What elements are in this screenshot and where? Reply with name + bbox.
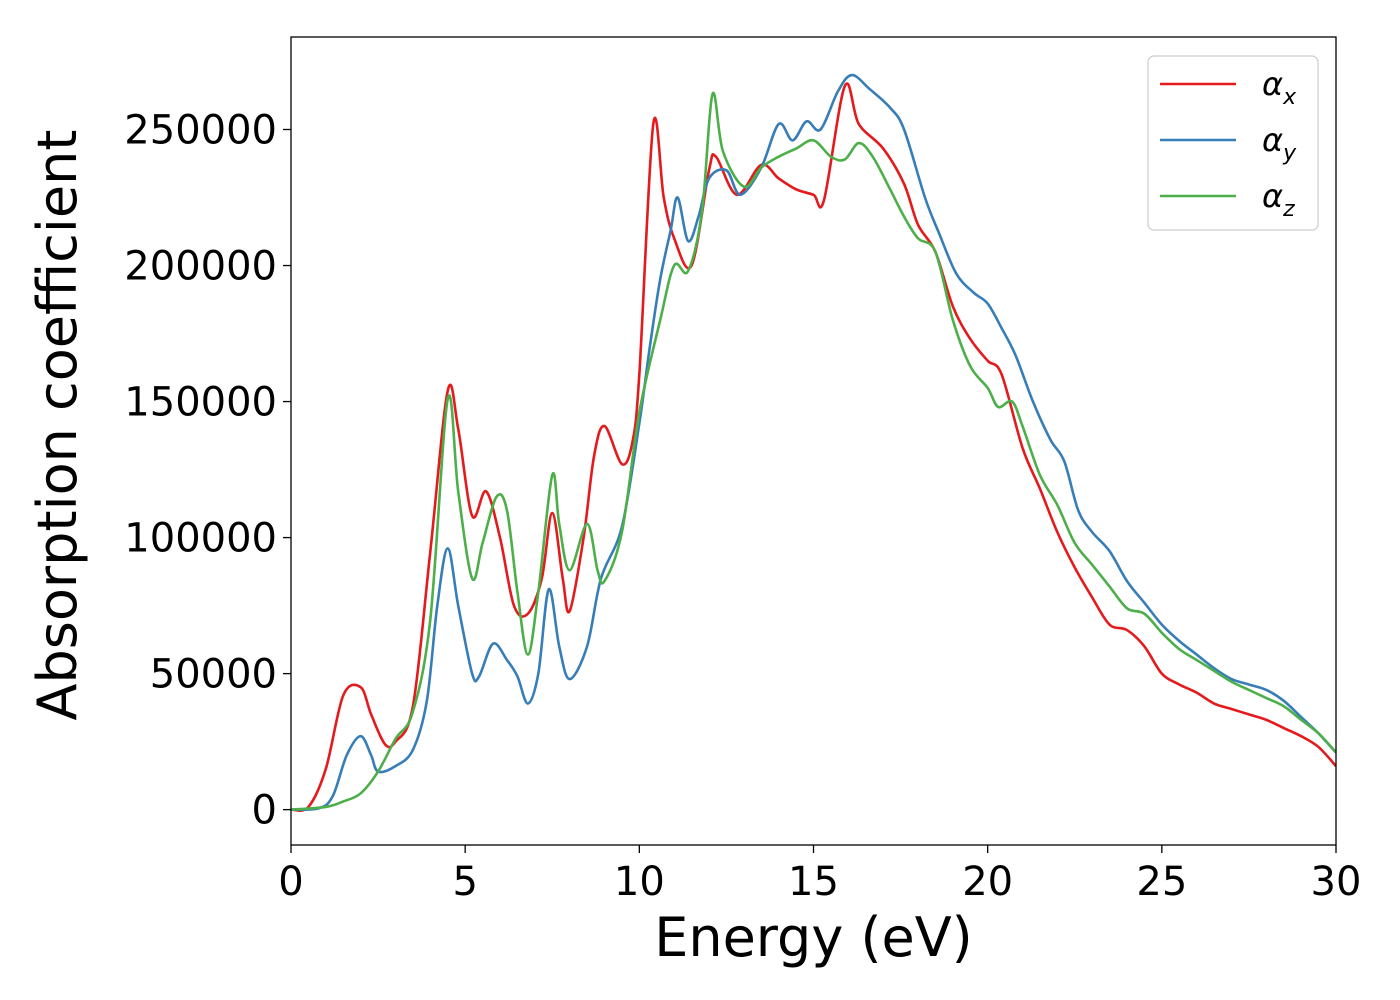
legend-subscript: z <box>1282 197 1295 222</box>
y-tick-label: 150000 <box>124 380 277 426</box>
legend-symbol: α <box>1262 65 1283 103</box>
y-tick-label: 250000 <box>124 107 277 153</box>
series-line-alpha-y <box>291 73 1336 812</box>
series-line-alpha-z <box>291 91 1336 811</box>
plot-area <box>291 73 1336 812</box>
y-tick-label: 200000 <box>124 244 277 290</box>
legend-label-alpha-y: αy <box>1262 121 1297 166</box>
x-tick-label: 20 <box>962 859 1013 905</box>
y-tick-label: 100000 <box>124 516 277 562</box>
legend-label-alpha-z: αz <box>1262 177 1295 222</box>
x-tick-label: 25 <box>1136 859 1187 905</box>
y-axis: 0 50000 100000 150000 200000 250000 <box>124 107 291 834</box>
series-line-alpha-x <box>291 82 1336 812</box>
x-axis: 0 5 10 15 20 25 30 <box>278 845 1361 905</box>
x-tick-label: 15 <box>788 859 839 905</box>
x-tick-label: 10 <box>614 859 665 905</box>
legend-label-alpha-x: αx <box>1262 65 1297 110</box>
legend-subscript: y <box>1282 141 1297 166</box>
y-axis-title: Absorption coefficient <box>26 130 89 721</box>
x-tick-label: 30 <box>1311 859 1362 905</box>
legend-symbol: α <box>1262 121 1283 159</box>
x-tick-label: 5 <box>452 859 477 905</box>
x-tick-label: 0 <box>278 859 303 905</box>
x-axis-title: Energy (eV) <box>654 906 973 969</box>
legend-box <box>1147 55 1319 231</box>
y-tick-label: 0 <box>252 788 277 834</box>
legend-symbol: α <box>1262 177 1283 215</box>
legend-subscript: x <box>1282 85 1297 110</box>
y-tick-label: 50000 <box>150 652 277 698</box>
